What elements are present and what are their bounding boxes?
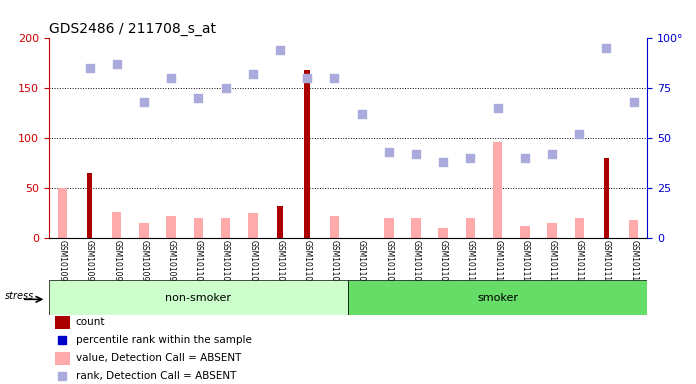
Bar bbox=[221, 218, 230, 238]
Text: smoker: smoker bbox=[477, 293, 518, 303]
Point bbox=[166, 75, 177, 81]
Text: GSM101108: GSM101108 bbox=[411, 240, 420, 286]
Bar bbox=[58, 188, 67, 238]
Bar bbox=[438, 228, 448, 238]
Text: rank, Detection Call = ABSENT: rank, Detection Call = ABSENT bbox=[76, 371, 236, 381]
Text: GSM101107: GSM101107 bbox=[384, 240, 393, 286]
Bar bbox=[277, 206, 283, 238]
Point bbox=[139, 99, 150, 105]
Point bbox=[601, 45, 612, 51]
Point bbox=[546, 151, 557, 157]
Bar bbox=[112, 212, 122, 238]
Text: GDS2486 / 211708_s_at: GDS2486 / 211708_s_at bbox=[49, 22, 216, 36]
Text: GSM101101: GSM101101 bbox=[221, 240, 230, 286]
Point bbox=[411, 151, 422, 157]
Bar bbox=[304, 70, 310, 238]
Text: GSM101115: GSM101115 bbox=[602, 240, 611, 286]
Bar bbox=[166, 216, 176, 238]
Text: stress: stress bbox=[5, 291, 34, 301]
Point bbox=[356, 111, 367, 118]
Text: GSM101116: GSM101116 bbox=[629, 240, 638, 286]
Point bbox=[111, 61, 122, 68]
Text: GSM101112: GSM101112 bbox=[521, 240, 530, 286]
Bar bbox=[139, 223, 149, 238]
Bar bbox=[55, 316, 70, 329]
Text: GSM101102: GSM101102 bbox=[248, 240, 258, 286]
Bar bbox=[87, 173, 93, 238]
Text: GSM101099: GSM101099 bbox=[166, 240, 175, 286]
Point bbox=[574, 131, 585, 137]
Text: GSM101095: GSM101095 bbox=[58, 240, 67, 286]
Bar bbox=[574, 218, 584, 238]
Text: GSM101110: GSM101110 bbox=[466, 240, 475, 286]
Point bbox=[84, 0, 95, 2]
Point bbox=[247, 71, 258, 78]
Text: percentile rank within the sample: percentile rank within the sample bbox=[76, 336, 251, 346]
Text: GSM101105: GSM101105 bbox=[330, 240, 339, 286]
Text: GSM101103: GSM101103 bbox=[276, 240, 285, 286]
Point bbox=[519, 155, 530, 161]
Point bbox=[57, 15, 68, 22]
Point bbox=[628, 99, 639, 105]
Bar bbox=[55, 352, 70, 365]
Bar bbox=[384, 218, 393, 238]
Text: non-smoker: non-smoker bbox=[166, 293, 231, 303]
Point bbox=[274, 47, 285, 53]
Point bbox=[383, 149, 395, 155]
Point bbox=[492, 105, 503, 111]
Text: GSM101113: GSM101113 bbox=[548, 240, 557, 286]
Bar bbox=[520, 226, 530, 238]
Text: GSM101100: GSM101100 bbox=[194, 240, 203, 286]
Bar bbox=[493, 142, 503, 238]
Point bbox=[193, 95, 204, 101]
Text: value, Detection Call = ABSENT: value, Detection Call = ABSENT bbox=[76, 353, 241, 363]
Text: GSM101106: GSM101106 bbox=[357, 240, 366, 286]
Bar bbox=[193, 218, 203, 238]
Text: GSM101111: GSM101111 bbox=[493, 240, 502, 286]
Bar bbox=[547, 223, 557, 238]
Text: GSM101096: GSM101096 bbox=[85, 240, 94, 286]
FancyBboxPatch shape bbox=[49, 280, 348, 315]
Point bbox=[301, 75, 313, 81]
Bar bbox=[629, 220, 638, 238]
Text: GSM101098: GSM101098 bbox=[139, 240, 148, 286]
Text: GSM101114: GSM101114 bbox=[575, 240, 584, 286]
Bar bbox=[603, 158, 609, 238]
Text: GSM101104: GSM101104 bbox=[303, 240, 312, 286]
Bar bbox=[466, 218, 475, 238]
Point bbox=[329, 75, 340, 81]
Bar bbox=[248, 213, 258, 238]
Bar bbox=[411, 218, 421, 238]
Point bbox=[438, 159, 449, 165]
Point bbox=[84, 65, 95, 71]
Text: GSM101097: GSM101097 bbox=[112, 240, 121, 286]
Text: count: count bbox=[76, 318, 105, 328]
FancyBboxPatch shape bbox=[348, 280, 647, 315]
Text: GSM101109: GSM101109 bbox=[438, 240, 448, 286]
Bar bbox=[330, 216, 339, 238]
Point bbox=[220, 85, 231, 91]
Point bbox=[465, 155, 476, 161]
